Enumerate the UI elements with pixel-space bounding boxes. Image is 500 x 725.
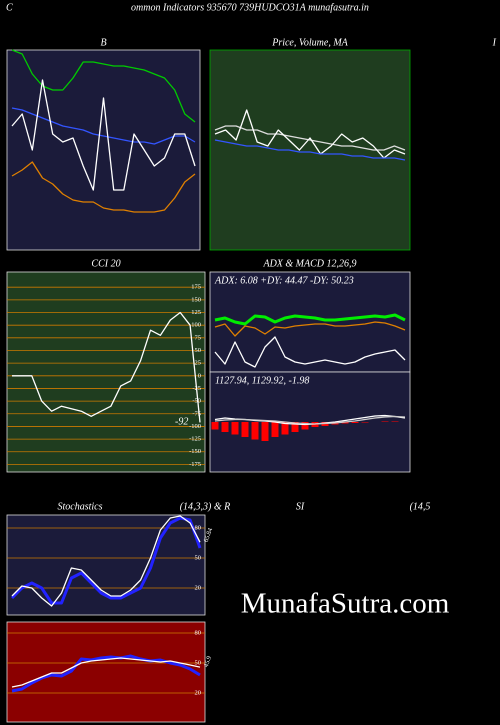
y-tick-label: 20: [195, 584, 202, 591]
y-tick-label: 125: [191, 309, 201, 316]
value-label: 65.84: [203, 527, 215, 544]
series-line: [11, 79, 196, 191]
series-line: [214, 139, 406, 161]
header-title: ommon Indicators 935670 739HUDCO31A muna…: [131, 2, 369, 13]
series-line: [214, 321, 406, 337]
series-line: [214, 415, 406, 425]
y-tick-label: 20: [195, 689, 202, 696]
y-tick-label: 75: [195, 334, 202, 341]
histogram-bar: [381, 421, 389, 422]
histogram-bar: [281, 422, 289, 435]
histogram-bar: [271, 422, 279, 437]
panel: [209, 371, 411, 473]
annotation: ADX: 6.08 +DY: 44.47 -DY: 50.23: [214, 275, 354, 286]
chart-param: (14,5: [410, 501, 431, 512]
value-label: -92: [175, 417, 188, 428]
y-tick-label: 0: [198, 372, 201, 379]
series-line: [214, 125, 406, 151]
series-line: [11, 515, 201, 607]
y-tick-label: -125: [189, 436, 201, 443]
y-tick-label: -175: [189, 461, 201, 468]
value-label: 45.9: [203, 655, 213, 668]
chart-title: CCI 20: [91, 258, 120, 269]
y-tick-label: -50: [192, 398, 201, 405]
y-tick-label: 25: [195, 360, 202, 367]
series-line: [214, 109, 406, 159]
series-line: [11, 657, 201, 688]
series-line: [214, 313, 406, 326]
y-tick-label: 50: [195, 659, 202, 666]
histogram-bar: [211, 422, 219, 430]
series-line: [12, 311, 201, 423]
panel: [6, 49, 201, 251]
chart-title: B: [100, 37, 106, 48]
chart-title: Stochastics: [58, 501, 103, 512]
histogram-bar: [261, 422, 269, 441]
y-tick-label: -75: [192, 410, 201, 417]
header-right: I: [492, 37, 497, 48]
panel: [6, 621, 206, 723]
y-tick-label: 50: [195, 554, 202, 561]
chart-title: ADX & MACD 12,26,9: [262, 258, 356, 269]
annotation: 1127.94, 1129.92, -1.98: [215, 375, 309, 386]
y-tick-label: -100: [189, 423, 201, 430]
histogram-bar: [351, 422, 359, 423]
watermark: MunafaSutra.com: [241, 588, 450, 620]
chart-param: (14,3,3) & R: [180, 501, 231, 512]
histogram-bar: [251, 422, 259, 440]
y-tick-label: 150: [191, 296, 201, 303]
header-left: C: [6, 2, 13, 13]
y-tick-label: 80: [195, 629, 202, 636]
y-tick-label: -150: [189, 448, 201, 455]
histogram-bar: [361, 422, 369, 423]
histogram-bar: [391, 421, 399, 422]
series-line: [11, 107, 196, 145]
series-line: [10, 516, 202, 605]
series-line: [214, 336, 406, 368]
chart-title: Price, Volume, MA: [271, 37, 348, 48]
histogram-bar: [231, 422, 239, 435]
histogram-bar: [341, 422, 349, 424]
series-line: [11, 161, 196, 213]
y-tick-label: 80: [195, 524, 202, 531]
y-tick-label: 100: [191, 322, 201, 329]
histogram-bar: [221, 422, 229, 432]
series-line: [11, 654, 201, 693]
panel: [6, 514, 206, 616]
histogram-bar: [301, 422, 309, 430]
histogram-bar: [241, 422, 249, 437]
series-line: [11, 49, 196, 123]
histogram-bar: [291, 422, 299, 432]
panel: [6, 271, 206, 473]
y-tick-label: 50: [195, 347, 202, 354]
y-tick-label: 175: [191, 284, 201, 291]
chart-param: SI: [296, 501, 305, 512]
